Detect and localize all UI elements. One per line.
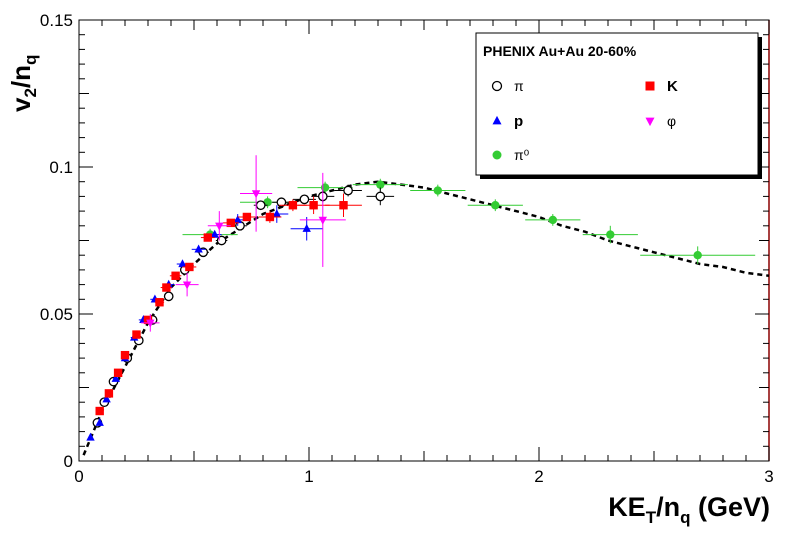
legend: PHENIX Au+Au 20-60% π Kp φ π⁰ xyxy=(475,32,762,179)
data-point-kaon xyxy=(185,262,194,272)
data-point-kaon xyxy=(171,271,180,280)
legend-entry-pion: π xyxy=(491,78,524,94)
legend-box xyxy=(475,32,759,176)
y-tick-label: 0 xyxy=(64,452,73,471)
data-point-kaon xyxy=(95,406,104,416)
data-point-proton xyxy=(272,209,281,218)
data-point-phi xyxy=(318,216,327,225)
legend-entry-pi0: π⁰ xyxy=(492,147,530,163)
data-point-proton xyxy=(302,223,311,232)
data-point-pi0 xyxy=(491,201,500,210)
fit-curve-dashed xyxy=(82,180,770,456)
data-point-kaon xyxy=(226,218,235,228)
data-point-phi xyxy=(215,222,224,231)
data-point-kaon xyxy=(120,350,130,360)
data-point-pion xyxy=(343,185,353,196)
x-axis-title: KET/nq (GeV) xyxy=(608,492,770,527)
x-tick-labels: 0 1 2 3 xyxy=(74,467,773,486)
y-axis-title: v2/nq xyxy=(6,55,40,112)
data-point-pi0 xyxy=(263,198,272,207)
legend-marker-pi0 xyxy=(492,150,502,160)
data-point-proton xyxy=(95,417,104,426)
legend-label-pi0: π⁰ xyxy=(514,147,530,163)
x-tick-label: 3 xyxy=(764,467,773,486)
data-point-phi xyxy=(146,319,155,328)
data-point-pion xyxy=(163,291,174,302)
data-point-proton xyxy=(86,432,95,441)
data-point-pi0 xyxy=(548,215,557,225)
data-point-proton xyxy=(233,215,242,224)
data-point-pi0 xyxy=(376,180,385,189)
series-kaon xyxy=(95,193,362,416)
data-point-kaon xyxy=(113,368,123,377)
legend-marker-kaon xyxy=(645,81,655,91)
x-tick-label: 1 xyxy=(304,467,313,486)
x-tick-label: 2 xyxy=(534,467,543,486)
data-point-pion xyxy=(375,191,386,202)
legend-label-kaon: K xyxy=(667,78,678,95)
data-point-pion xyxy=(276,197,287,208)
data-point-pi0 xyxy=(433,186,442,195)
data-point-pi0 xyxy=(606,230,615,239)
data-point-proton xyxy=(210,229,219,238)
data-point-pi0 xyxy=(320,183,330,192)
data-point-kaon xyxy=(339,201,348,210)
series-phi xyxy=(141,155,346,332)
axis-ticks xyxy=(78,19,770,462)
data-series xyxy=(86,155,756,441)
data-point-proton xyxy=(178,259,187,268)
data-point-kaon xyxy=(288,201,298,210)
legend-entry-phi: φ xyxy=(645,113,676,129)
y-tick-label: 0.15 xyxy=(40,11,73,30)
data-point-proton xyxy=(111,373,120,382)
y-tick-label: 0.1 xyxy=(49,158,73,177)
legend-marker-proton xyxy=(492,115,502,125)
legend-marker-pion xyxy=(491,80,503,92)
data-point-pion xyxy=(255,200,266,211)
legend-header: PHENIX Au+Au 20-60% xyxy=(483,43,637,59)
x-tick-label: 0 xyxy=(74,467,83,486)
y-tick-label: 0.05 xyxy=(40,305,73,324)
data-point-kaon xyxy=(242,212,252,222)
data-point-pi0 xyxy=(693,251,702,260)
data-point-kaon xyxy=(162,283,171,292)
legend-label-phi: φ xyxy=(667,113,676,129)
series-pi0 xyxy=(182,178,756,265)
data-point-kaon xyxy=(155,298,164,307)
legend-label-proton: p xyxy=(514,113,523,130)
legend-label-pion: π xyxy=(514,78,524,94)
data-point-kaon xyxy=(203,233,212,242)
data-point-phi xyxy=(251,190,261,199)
data-point-kaon xyxy=(104,389,114,398)
data-point-phi xyxy=(182,281,192,290)
data-point-kaon xyxy=(309,201,318,210)
data-point-pion xyxy=(299,194,310,205)
y-tick-labels: 0 0.05 0.1 0.15 xyxy=(40,11,73,471)
data-point-proton xyxy=(194,244,203,253)
legend-marker-phi xyxy=(645,117,655,127)
legend-entry-kaon: K xyxy=(645,78,678,95)
data-point-proton xyxy=(102,394,111,403)
data-point-kaon xyxy=(132,330,141,339)
data-point-kaon xyxy=(265,212,275,222)
legend-entries: π Kp φ π⁰ xyxy=(491,78,678,163)
legend-entry-proton: p xyxy=(492,113,523,130)
